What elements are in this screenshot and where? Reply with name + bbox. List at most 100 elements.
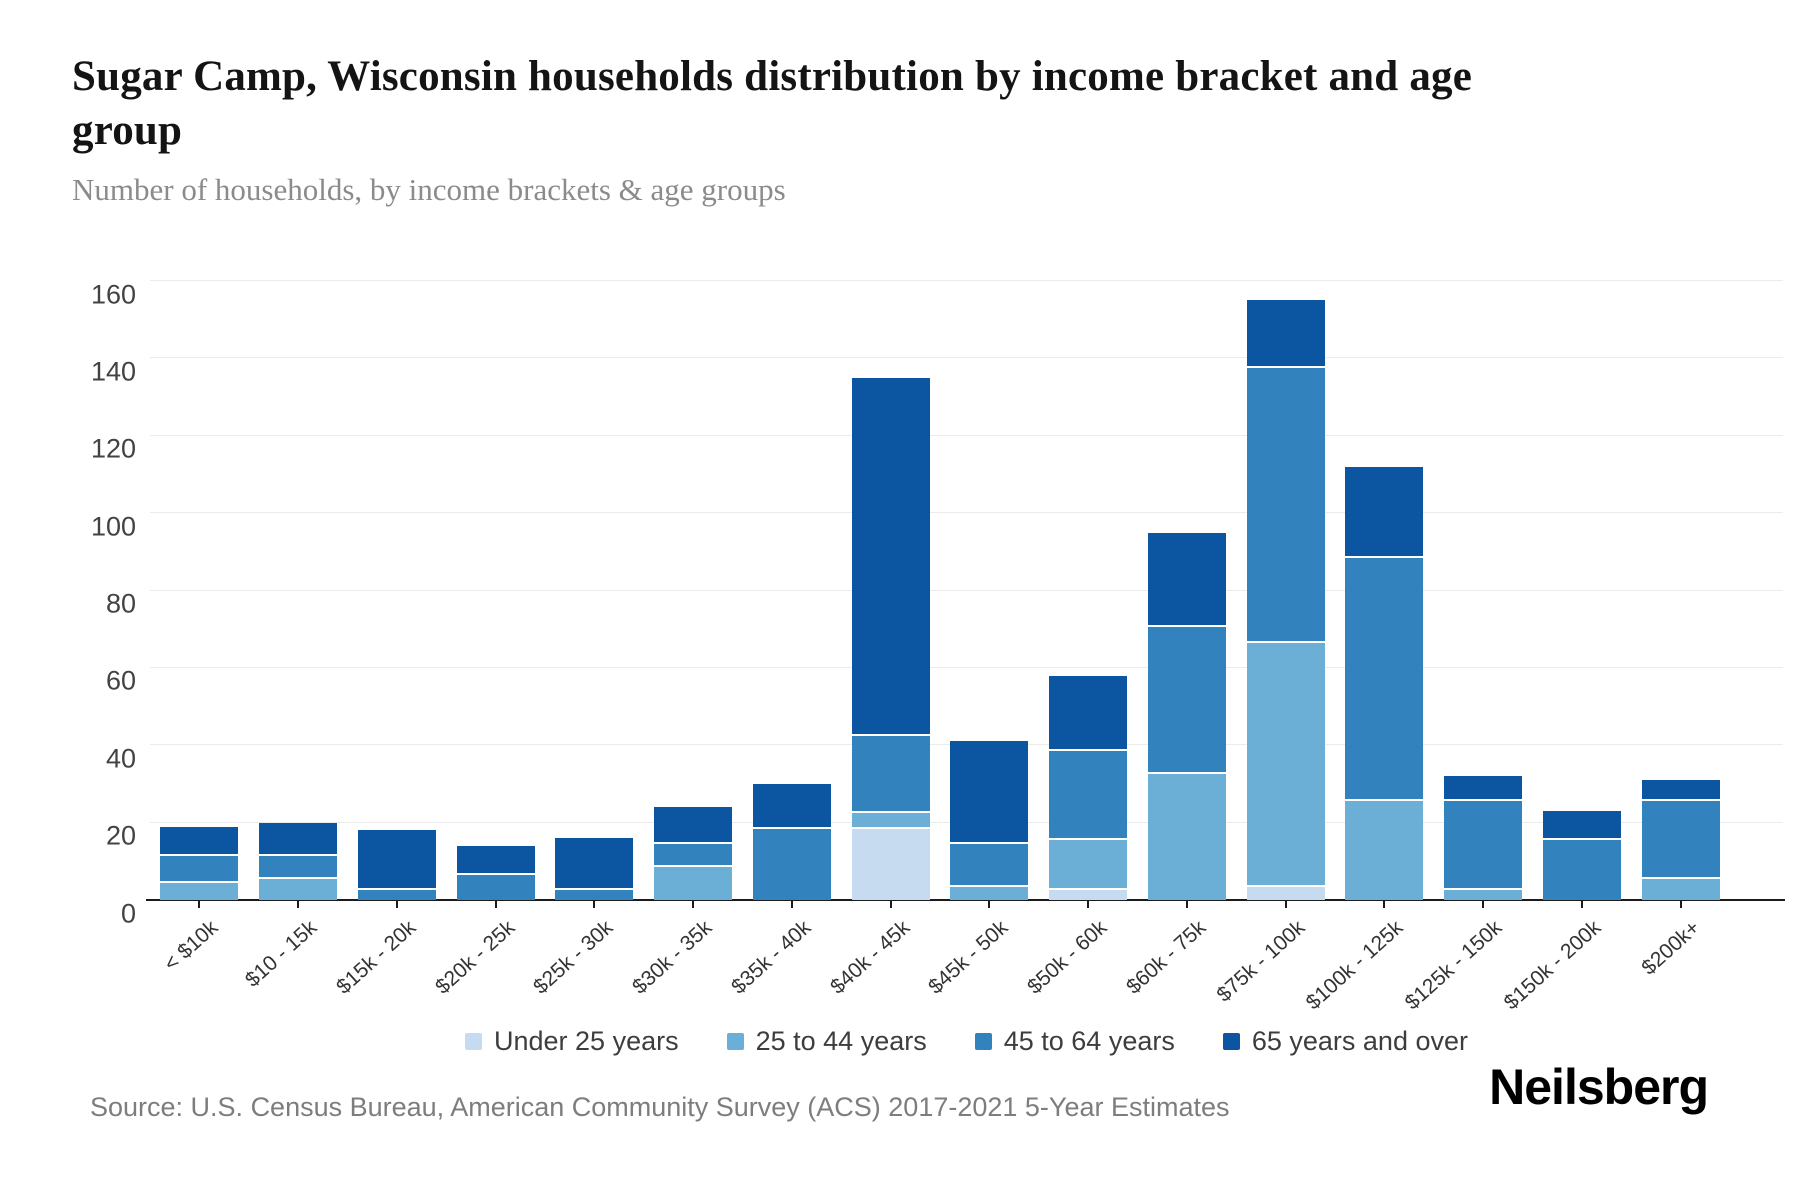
x-tick	[1185, 900, 1188, 908]
gridline-100	[150, 512, 1783, 514]
gridline-120	[150, 434, 1783, 436]
bar-segment-25-to-44-years[interactable]	[1345, 799, 1424, 900]
bar-$75k - 100k	[1246, 300, 1325, 900]
x-tick	[889, 900, 892, 908]
bar-segment-45-to-64-years[interactable]	[752, 826, 831, 900]
legend-swatch-icon	[974, 1033, 992, 1050]
legend-item-under-25-years[interactable]: Under 25 years	[465, 1026, 679, 1057]
bar-segment-65-years-and-over[interactable]	[160, 826, 239, 854]
bar-< $10k	[160, 826, 239, 900]
page-title: Sugar Camp, Wisconsin households distrib…	[72, 53, 1473, 155]
bar-segment-25-to-44-years[interactable]	[1147, 772, 1226, 900]
x-tick-label-$150k - 200k: $150k - 200k	[1499, 916, 1606, 1015]
bar-segment-45-to-64-years[interactable]	[259, 853, 338, 877]
x-tick	[395, 900, 398, 908]
legend-swatch-icon	[465, 1033, 482, 1050]
bar-segment-45-to-64-years[interactable]	[160, 853, 239, 881]
bar-segment-65-years-and-over[interactable]	[1444, 776, 1523, 800]
x-tick-label-$30k - 35k: $30k - 35k	[628, 916, 717, 999]
bar-segment-65-years-and-over[interactable]	[1345, 466, 1424, 556]
bar-segment-25-to-44-years[interactable]	[259, 876, 338, 900]
bar-segment-45-to-64-years[interactable]	[357, 888, 436, 900]
plot-area: 0 20 40 60 80 100 120 140 160 < $10k $10 - 15k $15k…	[91, 279, 1785, 1014]
bar-segment-65-years-and-over[interactable]	[654, 807, 733, 842]
legend-item-65-years-and-over[interactable]: 65 years and over	[1222, 1026, 1468, 1057]
legend-item-45-to-64-years[interactable]: 45 to 64 years	[974, 1026, 1175, 1057]
bar-segment-45-to-64-years[interactable]	[1246, 366, 1325, 641]
bar-segment-65-years-and-over[interactable]	[1049, 675, 1128, 750]
gridline-60	[150, 666, 1783, 668]
bar-segment-45-to-64-years[interactable]	[456, 872, 535, 900]
bar-$30k - 35k	[654, 807, 733, 900]
chart-legend: Under 25 years 25 to 44 years 45 to 64 yea…	[150, 1026, 1783, 1057]
bar-segment-25-to-44-years[interactable]	[160, 880, 239, 900]
bar-segment-25-to-44-years[interactable]	[851, 811, 930, 827]
bar-segment-25-to-44-years[interactable]	[1049, 838, 1128, 889]
bar-segment-45-to-64-years[interactable]	[950, 841, 1029, 885]
x-tick-label-< $10k: < $10k	[160, 916, 223, 976]
bar-segment-under-25-years[interactable]	[851, 826, 930, 900]
page-subtitle: Number of households, by income brackets…	[72, 172, 786, 207]
x-axis-line	[146, 899, 1785, 901]
x-tick	[1383, 900, 1386, 908]
bar-segment-65-years-and-over[interactable]	[259, 822, 338, 854]
x-tick-label-$50k - 60k: $50k - 60k	[1023, 916, 1112, 999]
y-tick-label-60: 60	[105, 665, 136, 696]
bar-segment-45-to-64-years[interactable]	[1345, 555, 1424, 800]
gridline-160	[150, 280, 1783, 281]
bar-segment-45-to-64-years[interactable]	[654, 841, 733, 866]
y-tick-label-160: 160	[90, 279, 136, 309]
bar-segment-45-to-64-years[interactable]	[555, 888, 634, 900]
brand-logo: Neilsberg	[1489, 1059, 1709, 1115]
x-tick	[297, 900, 300, 908]
bar-segment-under-25-years[interactable]	[1049, 888, 1128, 900]
bars-group: < $10k $10 - 15k $15k - 20k $20k - 25k $25k …	[150, 281, 1730, 1014]
x-tick-label-$40k - 45k: $40k - 45k	[825, 916, 915, 999]
bar-segment-45-to-64-years[interactable]	[1542, 838, 1621, 900]
bar-segment-25-to-44-years[interactable]	[950, 884, 1029, 900]
legend-label: 65 years and over	[1251, 1026, 1468, 1056]
x-tick	[988, 900, 991, 908]
bar-segment-65-years-and-over[interactable]	[357, 830, 436, 889]
bar-segment-45-to-64-years[interactable]	[1049, 749, 1128, 839]
legend-label: Under 25 years	[494, 1026, 679, 1056]
bar-segment-25-to-44-years[interactable]	[1444, 888, 1523, 900]
legend-item-25-to-44-years[interactable]: 25 to 44 years	[726, 1026, 927, 1057]
bar-segment-45-to-64-years[interactable]	[1641, 799, 1720, 877]
bar-segment-45-to-64-years[interactable]	[851, 733, 930, 812]
bar-segment-65-years-and-over[interactable]	[851, 377, 930, 734]
source-note: Source: U.S. Census Bureau, American Com…	[90, 1092, 1230, 1122]
bar-segment-under-25-years[interactable]	[1246, 884, 1325, 900]
bar-segment-65-years-and-over[interactable]	[1542, 811, 1621, 839]
bar-$25k - 30k	[555, 838, 634, 900]
x-tick-label-$200k+: $200k+	[1636, 916, 1705, 980]
bar-segment-65-years-and-over[interactable]	[1147, 532, 1226, 626]
bar-$35k - 40k	[752, 783, 831, 900]
bar-$150k - 200k	[1542, 811, 1621, 900]
x-tick-label-$75k - 100k: $75k - 100k	[1212, 916, 1310, 1007]
bar-segment-45-to-64-years[interactable]	[1444, 799, 1523, 889]
bar-segment-25-to-44-years[interactable]	[654, 865, 733, 900]
bar-segment-65-years-and-over[interactable]	[555, 838, 634, 889]
x-tick	[692, 900, 695, 908]
x-tick	[790, 900, 793, 908]
y-tick-label-80: 80	[105, 588, 136, 619]
y-tick-label-20: 20	[105, 820, 136, 851]
bar-segment-25-to-44-years[interactable]	[1641, 876, 1720, 900]
bar-segment-45-to-64-years[interactable]	[1147, 625, 1226, 773]
bar-segment-65-years-and-over[interactable]	[456, 845, 535, 873]
bar-segment-65-years-and-over[interactable]	[1246, 300, 1325, 367]
bar-segment-65-years-and-over[interactable]	[752, 783, 831, 827]
x-tick-label-$60k - 75k: $60k - 75k	[1122, 916, 1211, 999]
bar-$60k - 75k	[1147, 532, 1226, 900]
y-tick-label-0: 0	[120, 898, 136, 928]
legend-label: 25 to 44 years	[755, 1026, 927, 1056]
bar-segment-25-to-44-years[interactable]	[1246, 640, 1325, 885]
gridline-80	[150, 589, 1783, 591]
bar-segment-65-years-and-over[interactable]	[1641, 780, 1720, 800]
x-tick-label-$45k - 50k: $45k - 50k	[924, 916, 1013, 999]
x-tick	[494, 900, 497, 908]
y-tick-label-40: 40	[105, 743, 136, 774]
bar-segment-65-years-and-over[interactable]	[950, 741, 1029, 842]
